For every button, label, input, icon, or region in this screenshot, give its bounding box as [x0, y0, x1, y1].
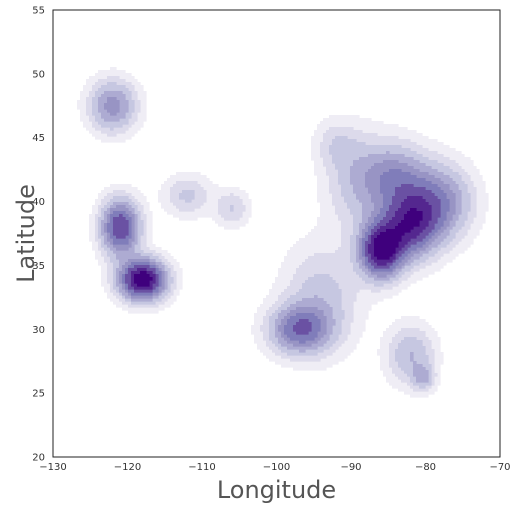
- y-tick-label: 25: [32, 389, 45, 400]
- density-level-6: [107, 169, 450, 344]
- x-axis-label: Longitude: [217, 476, 336, 504]
- y-tick-label: 45: [32, 133, 45, 144]
- density-level-8: [131, 196, 432, 290]
- plot-area: [77, 67, 489, 398]
- y-axis: 20 25 30 35 40 45 50 55: [32, 6, 45, 464]
- x-tick-label: −80: [415, 462, 436, 473]
- x-tick-label: −120: [114, 462, 141, 473]
- y-tick-label: 55: [32, 6, 45, 17]
- y-tick-label: 50: [32, 69, 45, 80]
- y-tick-label: 35: [32, 261, 45, 272]
- y-tick-label: 30: [32, 325, 45, 336]
- y-tick-label: 40: [32, 197, 45, 208]
- x-tick-label: −100: [263, 462, 290, 473]
- x-axis: −130 −120 −110 −100 −90 −80 −70: [39, 462, 510, 473]
- x-tick-label: −70: [489, 462, 510, 473]
- x-tick-label: −90: [340, 462, 361, 473]
- x-tick-label: −110: [188, 462, 215, 473]
- x-tick-label: −130: [39, 462, 66, 473]
- y-axis-label: Latitude: [12, 184, 40, 283]
- y-tick-label: 20: [32, 453, 45, 464]
- plot-frame: [52, 9, 501, 458]
- density-level-3: [92, 82, 471, 389]
- density-level-4: [98, 91, 462, 383]
